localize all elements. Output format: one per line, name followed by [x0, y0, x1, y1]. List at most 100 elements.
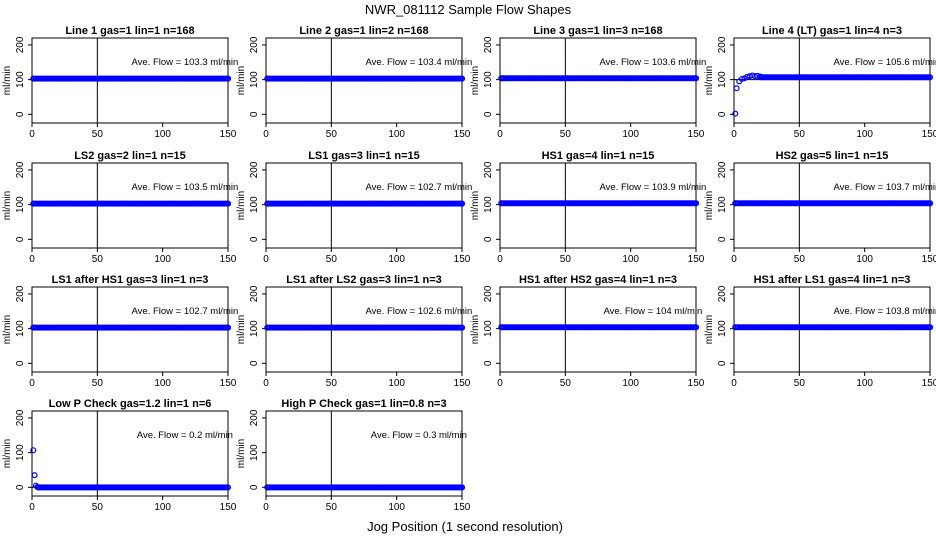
data-point	[757, 73, 764, 80]
data-point	[732, 110, 739, 117]
panel-title: Line 1 gas=1 lin=1 n=168	[65, 25, 194, 37]
x-tick-label: 50	[326, 502, 338, 513]
x-tick-label: 150	[688, 254, 705, 265]
data-point	[754, 72, 761, 79]
y-tick-label: 0	[717, 111, 728, 117]
x-tick-label: 150	[688, 378, 705, 389]
data-point	[225, 484, 232, 491]
x-tick-label: 150	[454, 378, 471, 389]
data-point	[459, 75, 466, 82]
x-tick-label: 100	[154, 378, 171, 389]
y-tick-label: 100	[483, 71, 494, 88]
x-tick-label: 0	[731, 378, 737, 389]
x-tick-label: 100	[622, 378, 639, 389]
panel-11: HS1 after HS2 gas=4 lin=1 n=3 0 50 100 150 0 1…	[470, 274, 705, 389]
x-tick-label: 50	[92, 254, 104, 265]
x-tick-label: 150	[220, 378, 237, 389]
y-tick-label: 100	[15, 71, 26, 88]
y-axis-label: ml/min	[236, 439, 247, 468]
y-axis-label: ml/min	[236, 191, 247, 220]
y-tick-label: 100	[15, 320, 26, 337]
y-tick-label: 0	[717, 360, 728, 366]
x-tick-label: 50	[794, 129, 806, 140]
data-point	[30, 324, 37, 331]
y-tick-label: 0	[15, 111, 26, 117]
x-tick-label: 100	[154, 254, 171, 265]
data-point	[498, 75, 505, 82]
data-point	[30, 75, 37, 82]
panel-title: HS1 gas=4 lin=1 n=15	[542, 150, 655, 162]
panel-8: HS2 gas=5 lin=1 n=15 0 50 100 150 0 100 200 ml/m…	[704, 150, 936, 265]
y-tick-label: 100	[249, 444, 260, 461]
data-point	[732, 200, 739, 207]
x-tick-label: 150	[220, 502, 237, 513]
y-tick-label: 100	[717, 71, 728, 88]
data-point	[732, 324, 739, 331]
plot-frame	[733, 37, 931, 124]
ave-flow-annotation: Ave. Flow = 102.7 ml/min	[366, 182, 473, 193]
x-tick-label: 100	[154, 502, 171, 513]
x-tick-label: 0	[497, 129, 503, 140]
data-point	[459, 484, 466, 491]
x-tick-label: 0	[731, 254, 737, 265]
ave-flow-annotation: Ave. Flow = 103.8 ml/min	[834, 306, 936, 317]
y-tick-label: 100	[483, 196, 494, 213]
x-tick-label: 100	[388, 502, 405, 513]
data-point	[692, 200, 699, 207]
data-point	[926, 200, 933, 207]
ave-flow-annotation: Ave. Flow = 102.6 ml/min	[366, 306, 473, 317]
data-point	[264, 324, 271, 331]
panel-6: LS1 gas=3 lin=1 n=15 0 50 100 150 0 100 200 ml/m…	[236, 150, 472, 265]
y-tick-label: 200	[483, 161, 494, 178]
ave-flow-annotation: Ave. Flow = 103.3 ml/min	[132, 57, 239, 68]
y-tick-label: 200	[717, 161, 728, 178]
ave-flow-annotation: Ave. Flow = 103.5 ml/min	[132, 182, 239, 193]
x-tick-label: 0	[263, 129, 269, 140]
data-point	[31, 472, 38, 479]
x-tick-label: 0	[29, 378, 35, 389]
data-point	[459, 324, 466, 331]
y-tick-label: 0	[249, 484, 260, 490]
x-tick-label: 0	[263, 378, 269, 389]
y-tick-label: 0	[249, 360, 260, 366]
x-tick-label: 100	[154, 129, 171, 140]
data-point	[264, 75, 271, 82]
data-point	[744, 73, 751, 80]
x-tick-label: 0	[29, 502, 35, 513]
x-tick-label: 150	[922, 378, 936, 389]
y-tick-label: 100	[249, 320, 260, 337]
ave-flow-annotation: Ave. Flow = 105.6 ml/min	[834, 57, 936, 68]
panel-title: LS1 after LS2 gas=3 lin=1 n=3	[286, 274, 442, 286]
x-tick-label: 100	[856, 254, 873, 265]
data-point	[30, 447, 37, 454]
x-tick-label: 50	[794, 378, 806, 389]
figure-xlabel: Jog Position (1 second resolution)	[367, 519, 563, 534]
data-point	[225, 75, 232, 82]
figure-title: NWR_081112 Sample Flow Shapes	[365, 2, 572, 17]
y-axis-label: ml/min	[236, 315, 247, 344]
y-axis-label: ml/min	[2, 66, 13, 95]
x-tick-label: 150	[688, 129, 705, 140]
y-tick-label: 0	[483, 236, 494, 242]
x-tick-label: 150	[220, 129, 237, 140]
panel-title: Line 3 gas=1 lin=3 n=168	[533, 25, 662, 37]
panel-title: LS1 gas=3 lin=1 n=15	[308, 150, 420, 162]
data-point	[692, 75, 699, 82]
data-point	[30, 200, 37, 207]
data-point	[498, 324, 505, 331]
x-tick-label: 0	[29, 254, 35, 265]
y-axis-label: ml/min	[2, 191, 13, 220]
panel-title: LS2 gas=2 lin=1 n=15	[74, 150, 186, 162]
panel-title: Line 4 (LT) gas=1 lin=4 n=3	[762, 25, 902, 37]
panel-title: LS1 after HS1 gas=3 lin=1 n=3	[52, 274, 209, 286]
y-tick-label: 200	[483, 36, 494, 53]
data-point	[225, 324, 232, 331]
ave-flow-annotation: Ave. Flow = 103.6 ml/min	[600, 57, 707, 68]
x-tick-label: 100	[856, 378, 873, 389]
x-tick-label: 0	[29, 129, 35, 140]
x-tick-label: 100	[622, 254, 639, 265]
y-tick-label: 200	[717, 285, 728, 302]
data-point	[264, 484, 271, 491]
x-tick-label: 100	[388, 378, 405, 389]
y-axis-label: ml/min	[2, 439, 13, 468]
